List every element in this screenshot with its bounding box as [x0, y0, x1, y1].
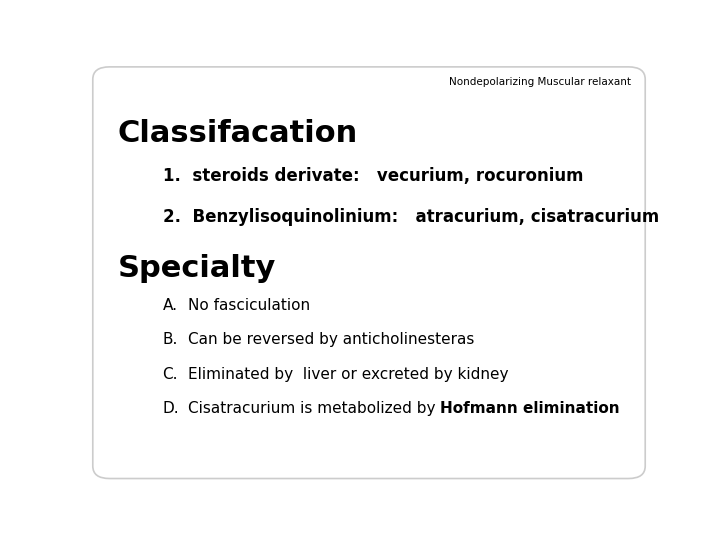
Text: A.: A. — [163, 298, 178, 313]
FancyBboxPatch shape — [93, 67, 645, 478]
Text: 1.  steroids derivate:   vecurium, rocuronium: 1. steroids derivate: vecurium, rocuroni… — [163, 167, 583, 185]
Text: C.: C. — [163, 367, 178, 382]
Text: Hofmann elimination: Hofmann elimination — [440, 401, 620, 416]
Text: Nondepolarizing Muscular relaxant: Nondepolarizing Muscular relaxant — [449, 77, 631, 87]
Text: Classifacation: Classifacation — [118, 119, 358, 148]
Text: Eliminated by  liver or excreted by kidney: Eliminated by liver or excreted by kidne… — [188, 367, 508, 382]
Text: 2.  Benzylisoquinolinium:   atracurium, cisatracurium: 2. Benzylisoquinolinium: atracurium, cis… — [163, 208, 659, 226]
Text: No fasciculation: No fasciculation — [188, 298, 310, 313]
Text: Specialty: Specialty — [118, 254, 276, 283]
Text: Cisatracurium is metabolized by: Cisatracurium is metabolized by — [188, 401, 440, 416]
Text: Can be reversed by anticholinesteras: Can be reversed by anticholinesteras — [188, 332, 474, 347]
Text: B.: B. — [163, 332, 178, 347]
Text: D.: D. — [163, 401, 179, 416]
